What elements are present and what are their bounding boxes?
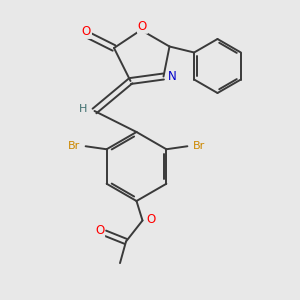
Text: O: O	[146, 213, 155, 226]
Text: Br: Br	[68, 141, 80, 151]
Text: H: H	[79, 103, 87, 114]
Text: N: N	[168, 70, 177, 83]
Text: O: O	[95, 224, 104, 237]
Text: O: O	[82, 25, 91, 38]
Text: O: O	[138, 20, 147, 33]
Text: Br: Br	[193, 141, 205, 151]
